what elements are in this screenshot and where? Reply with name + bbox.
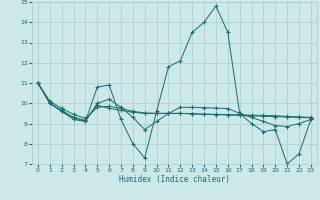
X-axis label: Humidex (Indice chaleur): Humidex (Indice chaleur) (119, 175, 230, 184)
